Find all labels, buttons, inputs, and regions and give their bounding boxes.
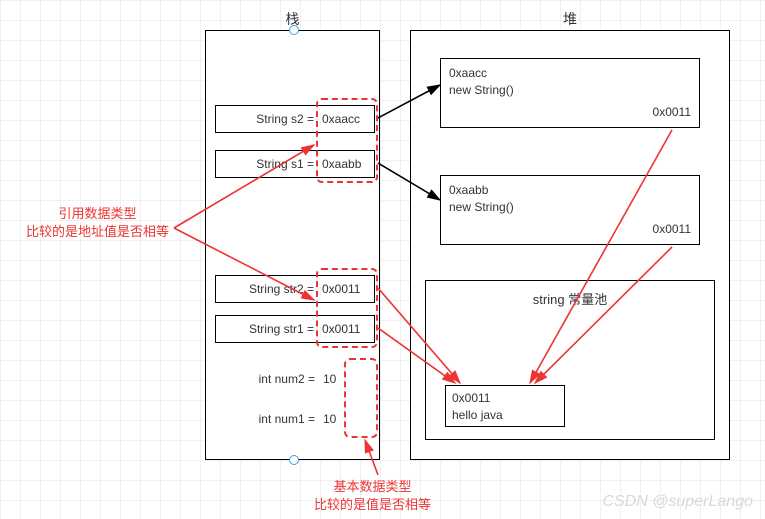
heap-object: 0xaabb new String() 0x0011 xyxy=(440,175,700,245)
heap-object-ref: 0x0011 xyxy=(653,104,691,121)
string-pool-title: string 常量池 xyxy=(426,289,714,308)
dashed-group xyxy=(344,358,378,438)
heap-object-addr: 0xaabb xyxy=(449,182,691,199)
heap-title: 堆 xyxy=(411,9,729,29)
annotation-line: 引用数据类型 xyxy=(15,205,180,223)
handle-bottom xyxy=(289,455,299,465)
heap-object-addr: 0xaacc xyxy=(449,65,691,82)
watermark: CSDN @superLango xyxy=(602,493,753,511)
stack-row-label: String str1 = xyxy=(216,322,318,336)
annotation-line: 比较的是值是否相等 xyxy=(290,496,455,514)
stack-row-label: int num2 = xyxy=(235,372,319,386)
stack-row-label: String str2 = xyxy=(216,282,318,296)
heap-object-body: new String() xyxy=(449,199,691,216)
heap-object-ref: 0x0011 xyxy=(653,221,691,238)
annotation-ref-type: 引用数据类型 比较的是地址值是否相等 xyxy=(15,205,180,241)
handle-top xyxy=(289,25,299,35)
pool-item-value: hello java xyxy=(452,407,558,424)
stack-row-label: String s2 = xyxy=(216,112,318,126)
heap-object: 0xaacc new String() 0x0011 xyxy=(440,58,700,128)
pool-item: 0x0011 hello java xyxy=(445,385,565,427)
stack-row-label: int num1 = xyxy=(235,412,319,426)
annotation-line: 比较的是地址值是否相等 xyxy=(15,223,180,241)
annotation-line: 基本数据类型 xyxy=(290,478,455,496)
dashed-group xyxy=(316,268,378,348)
dashed-group xyxy=(316,98,378,183)
stack-row-label: String s1 = xyxy=(216,157,318,171)
heap-object-body: new String() xyxy=(449,82,691,99)
annotation-prim-type: 基本数据类型 比较的是值是否相等 xyxy=(290,478,455,514)
pool-item-addr: 0x0011 xyxy=(452,390,558,407)
